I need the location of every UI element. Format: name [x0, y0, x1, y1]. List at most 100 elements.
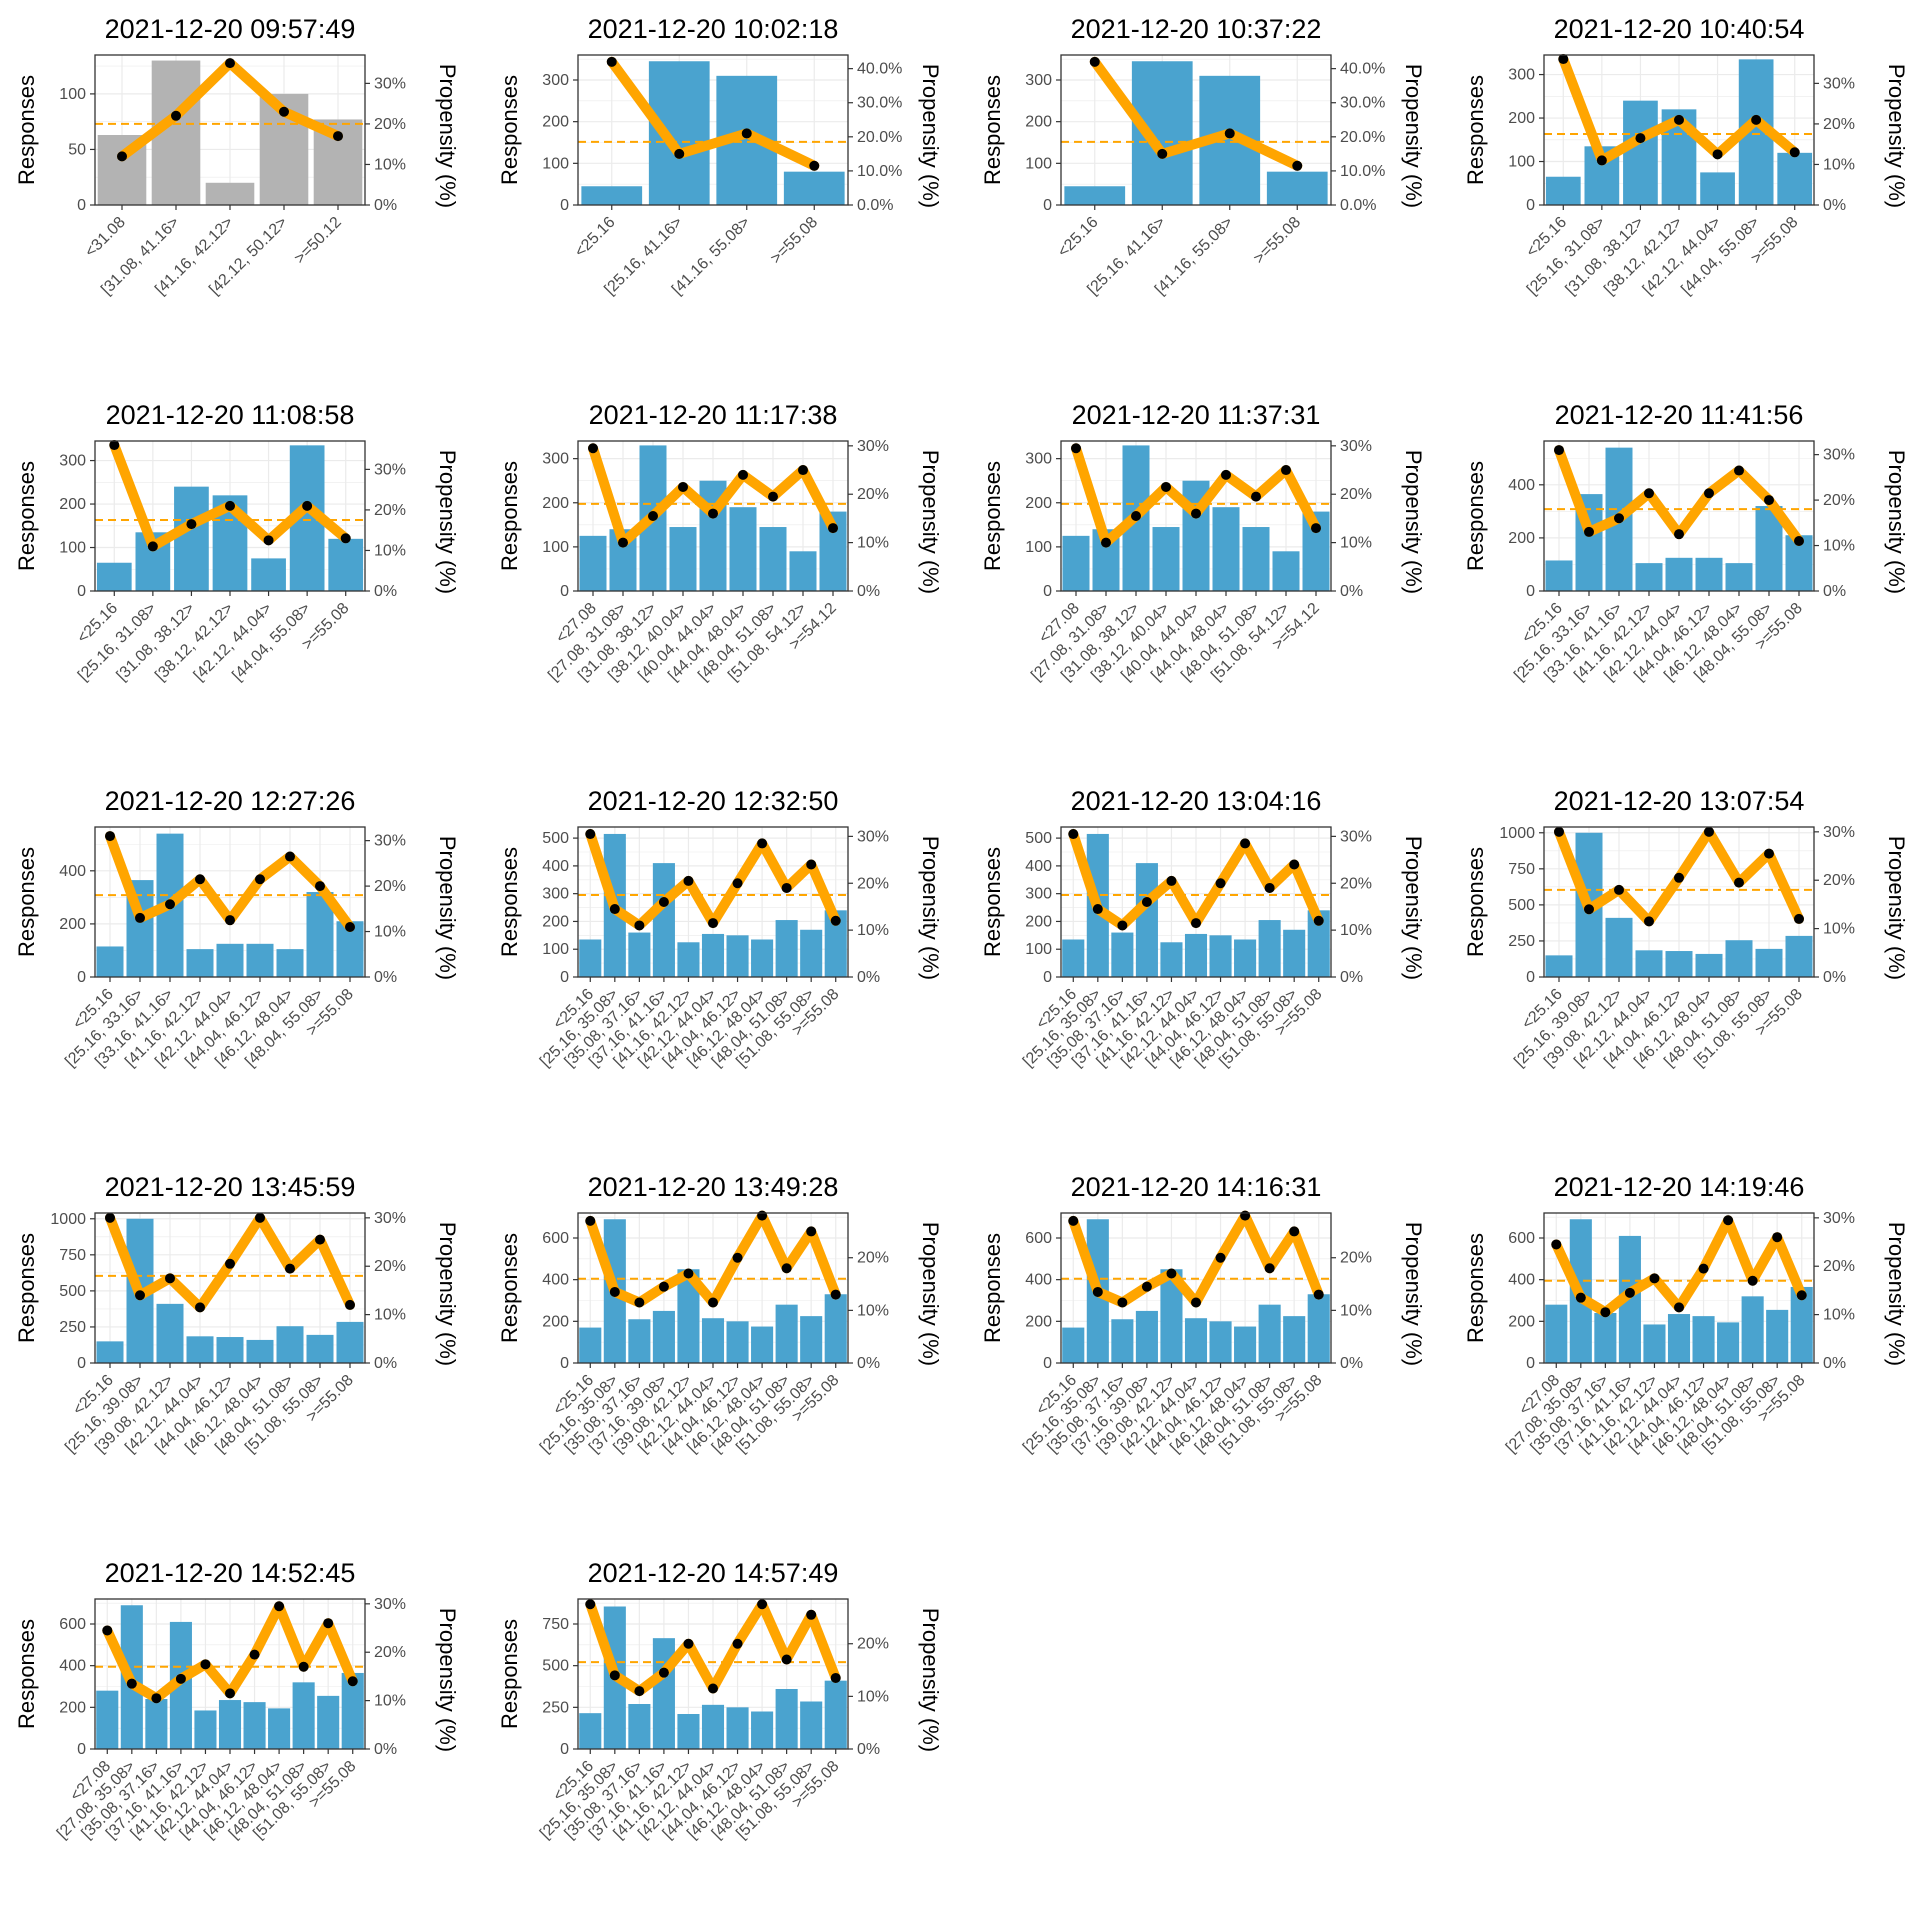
- propensity-point: [1554, 445, 1564, 456]
- propensity-point: [1794, 536, 1804, 546]
- bar: [726, 1707, 749, 1749]
- propensity-point: [1789, 147, 1800, 158]
- y2-tick-label: 20%: [857, 1250, 889, 1267]
- y2-tick-label: 10%: [374, 1693, 406, 1710]
- y-tick-label: 600: [59, 1616, 86, 1633]
- y-tick-label: 100: [1025, 941, 1052, 958]
- chart-title: 2021-12-20 11:08:58: [106, 400, 355, 430]
- y-axis-title: Responses: [497, 75, 522, 185]
- propensity-point: [828, 523, 838, 534]
- bar: [1766, 1309, 1789, 1363]
- propensity-point: [165, 899, 175, 910]
- y-tick-label: 400: [542, 1272, 569, 1289]
- propensity-point: [1764, 495, 1774, 506]
- y-tick-label: 100: [542, 539, 569, 556]
- bar: [186, 949, 214, 977]
- y-tick-label: 400: [1508, 477, 1535, 494]
- propensity-point: [1166, 875, 1177, 886]
- propensity-point: [1101, 537, 1111, 548]
- propensity-point: [1747, 1275, 1758, 1286]
- propensity-point: [606, 56, 617, 67]
- chart-svg: 2021-12-20 14:19:46 0 200 400 600 0% 10% 20% 30%…: [1463, 1172, 1909, 1456]
- bar: [1111, 1319, 1134, 1363]
- propensity-point: [333, 131, 343, 142]
- bar: [1209, 1321, 1232, 1363]
- y2-axis-title: Propensity (%): [1401, 1222, 1426, 1366]
- propensity-point: [1558, 54, 1569, 65]
- y2-tick-label: 0%: [1340, 1355, 1363, 1372]
- y-axis-title: Responses: [14, 461, 39, 571]
- propensity-point: [1734, 465, 1744, 476]
- y2-tick-label: 10%: [1340, 1302, 1372, 1319]
- propensity-point: [1089, 56, 1100, 67]
- chart-title: 2021-12-20 12:27:26: [105, 786, 356, 816]
- y2-axis-title: Propensity (%): [1401, 836, 1426, 980]
- propensity-point: [302, 500, 313, 511]
- panel-border: [577, 54, 849, 206]
- y-axis-title: Responses: [980, 1233, 1005, 1343]
- propensity-point: [225, 500, 235, 511]
- chart-title: 2021-12-20 12:32:50: [588, 786, 839, 816]
- propensity-point: [1551, 1239, 1562, 1250]
- bar: [789, 551, 817, 591]
- propensity-point: [1264, 882, 1275, 893]
- propensity-point: [674, 148, 685, 159]
- propensity-point: [126, 1678, 137, 1689]
- y2-tick-label: 0%: [857, 583, 880, 600]
- y2-tick-label: 0%: [857, 969, 880, 986]
- chart-panel: 2021-12-20 10:40:54 0 100 200 300 0% 10% 20% 30%…: [1449, 0, 1920, 384]
- y-tick-label: 300: [1025, 72, 1052, 89]
- y-tick-label: 750: [1508, 861, 1535, 878]
- propensity-point: [1166, 1268, 1177, 1279]
- bar: [216, 1337, 244, 1363]
- chart-panel: 2021-12-20 14:16:31 0 200 400 600 0% 10% 20% <25…: [966, 1158, 1446, 1542]
- y2-tick-label: 20%: [374, 878, 406, 895]
- bar: [169, 1621, 192, 1749]
- propensity-point: [151, 1693, 162, 1704]
- y2-tick-label: 20%: [857, 486, 889, 503]
- y-tick-label: 300: [1025, 886, 1052, 903]
- y-tick-label: 400: [542, 858, 569, 875]
- propensity-point: [1704, 826, 1714, 837]
- bar: [194, 1710, 217, 1749]
- propensity-point: [830, 1672, 841, 1683]
- propensity-point: [609, 1670, 620, 1681]
- bar: [328, 538, 364, 591]
- chart-svg: 2021-12-20 13:45:59 0 250 500 750 1000 0% 10% 20…: [14, 1172, 460, 1456]
- bar: [268, 1708, 291, 1749]
- propensity-point: [165, 1273, 175, 1284]
- propensity-point: [171, 110, 181, 121]
- bar: [1700, 172, 1735, 205]
- propensity-point: [1772, 1232, 1783, 1243]
- propensity-point: [225, 1258, 235, 1269]
- y-tick-label: 300: [542, 886, 569, 903]
- propensity-point: [1723, 1215, 1734, 1226]
- bar: [1594, 1313, 1617, 1363]
- y-axis-title: Responses: [497, 461, 522, 571]
- y-tick-label: 50: [68, 141, 86, 158]
- y2-axis-title: Propensity (%): [918, 1222, 943, 1366]
- bar: [1695, 557, 1723, 591]
- chart-panel: 2021-12-20 12:27:26 0 200 400 0% 10% 20% 30% <25…: [0, 772, 480, 1156]
- propensity-point: [1674, 114, 1684, 125]
- bar: [156, 1303, 184, 1363]
- chart-svg: 2021-12-20 09:57:49 0 50 100 0% 10% 20% 30% <31.…: [14, 14, 460, 298]
- chart-panel: 2021-12-20 11:37:31 0 100 200 300 0% 10% 20% 30%…: [966, 386, 1446, 770]
- y-tick-label: 400: [59, 1658, 86, 1675]
- y2-tick-label: 30%: [374, 1596, 406, 1613]
- propensity-point: [1117, 920, 1128, 931]
- propensity-point: [1698, 1263, 1709, 1274]
- y-tick-label: 100: [542, 155, 569, 172]
- y-axis-title: Responses: [1463, 1233, 1488, 1343]
- y-tick-label: 100: [59, 86, 86, 103]
- y2-tick-label: 10%: [374, 542, 406, 559]
- chart-panel: 2021-12-20 10:37:22 0 100 200 300 0.0% 10.0% 20…: [966, 0, 1446, 384]
- propensity-point: [609, 904, 620, 915]
- propensity-point: [798, 465, 808, 476]
- bar: [581, 186, 643, 205]
- propensity-point: [1649, 1273, 1660, 1284]
- y-tick-label: 400: [59, 863, 86, 880]
- y2-axis-title: Propensity (%): [435, 1608, 460, 1752]
- propensity-point: [345, 922, 355, 932]
- propensity-point: [732, 878, 743, 889]
